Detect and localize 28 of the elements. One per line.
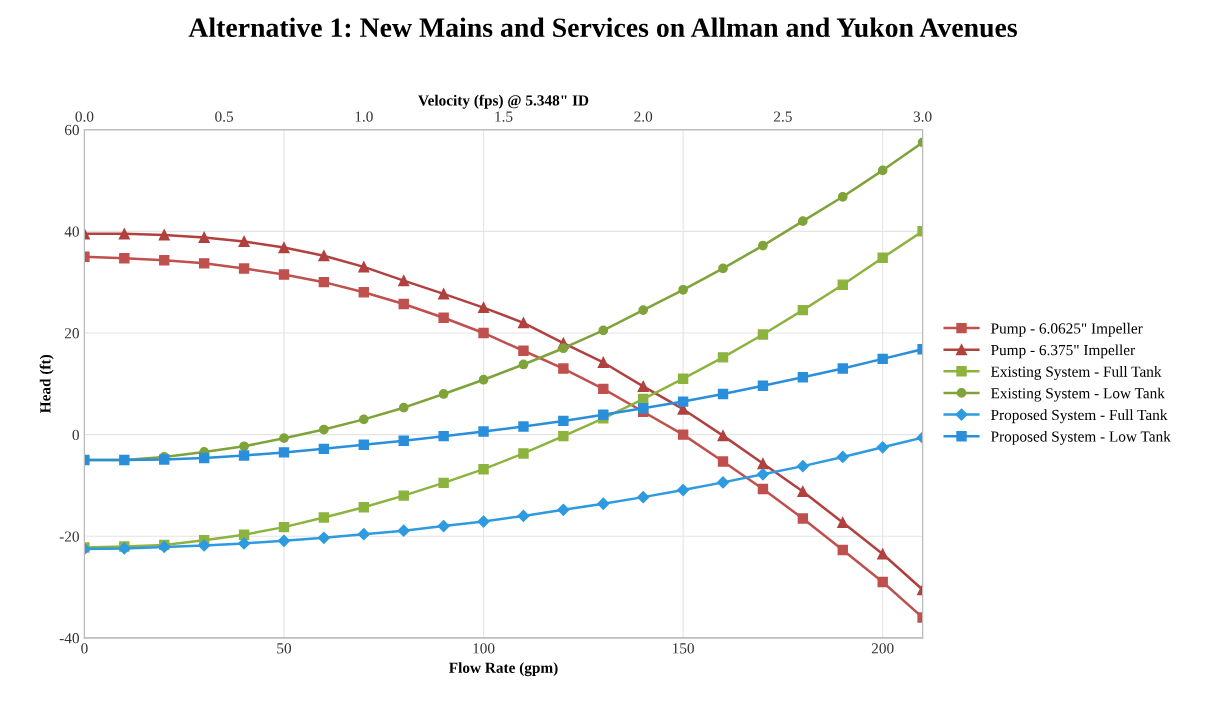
y-axis-title: Head (ft): [39, 354, 54, 414]
y-tick-label: 60: [64, 124, 79, 136]
legend-label: Pump - 6.0625" Impeller: [990, 322, 1143, 337]
x-axis-title: Flow Rate (gpm): [449, 662, 558, 677]
x2-axis-title: Velocity (fps) @ 5.348" ID: [418, 94, 589, 109]
x2-tick-label: 1.5: [495, 111, 513, 122]
y-tick-label: 20: [64, 328, 79, 339]
x2-tick-label: 0.0: [75, 111, 94, 122]
y-tick-label: -40: [59, 633, 79, 644]
x2-tick-label: 3.0: [913, 111, 932, 122]
chart-title: Alternative 1: New Mains and Services on Allman and Yukon Avenues: [188, 17, 1017, 38]
x-tick-label: 200: [871, 643, 894, 654]
y-tick-label: 0: [72, 429, 79, 441]
x-tick-label: 0: [81, 643, 88, 654]
legend-label: Existing System - Full Tank: [990, 366, 1162, 380]
legend-label: Existing System - Low Tank: [990, 387, 1165, 402]
x2-tick-label: 2.5: [774, 111, 792, 122]
legend-label: Proposed System - Low Tank: [990, 430, 1171, 445]
x-tick-label: 100: [473, 643, 495, 654]
x2-tick-label: 2.0: [634, 111, 653, 122]
y-tick-label: 40: [64, 226, 79, 237]
x-tick-label: 150: [673, 643, 694, 654]
y-tick-label: -20: [59, 531, 79, 542]
x-tick-label: 50: [277, 643, 292, 654]
legend-label: Pump - 6.375" Impeller: [990, 344, 1135, 359]
x2-tick-label: 0.5: [215, 111, 234, 122]
legend-label: Proposed System - Full Tank: [990, 409, 1168, 424]
x2-tick-label: 1.0: [355, 111, 373, 122]
